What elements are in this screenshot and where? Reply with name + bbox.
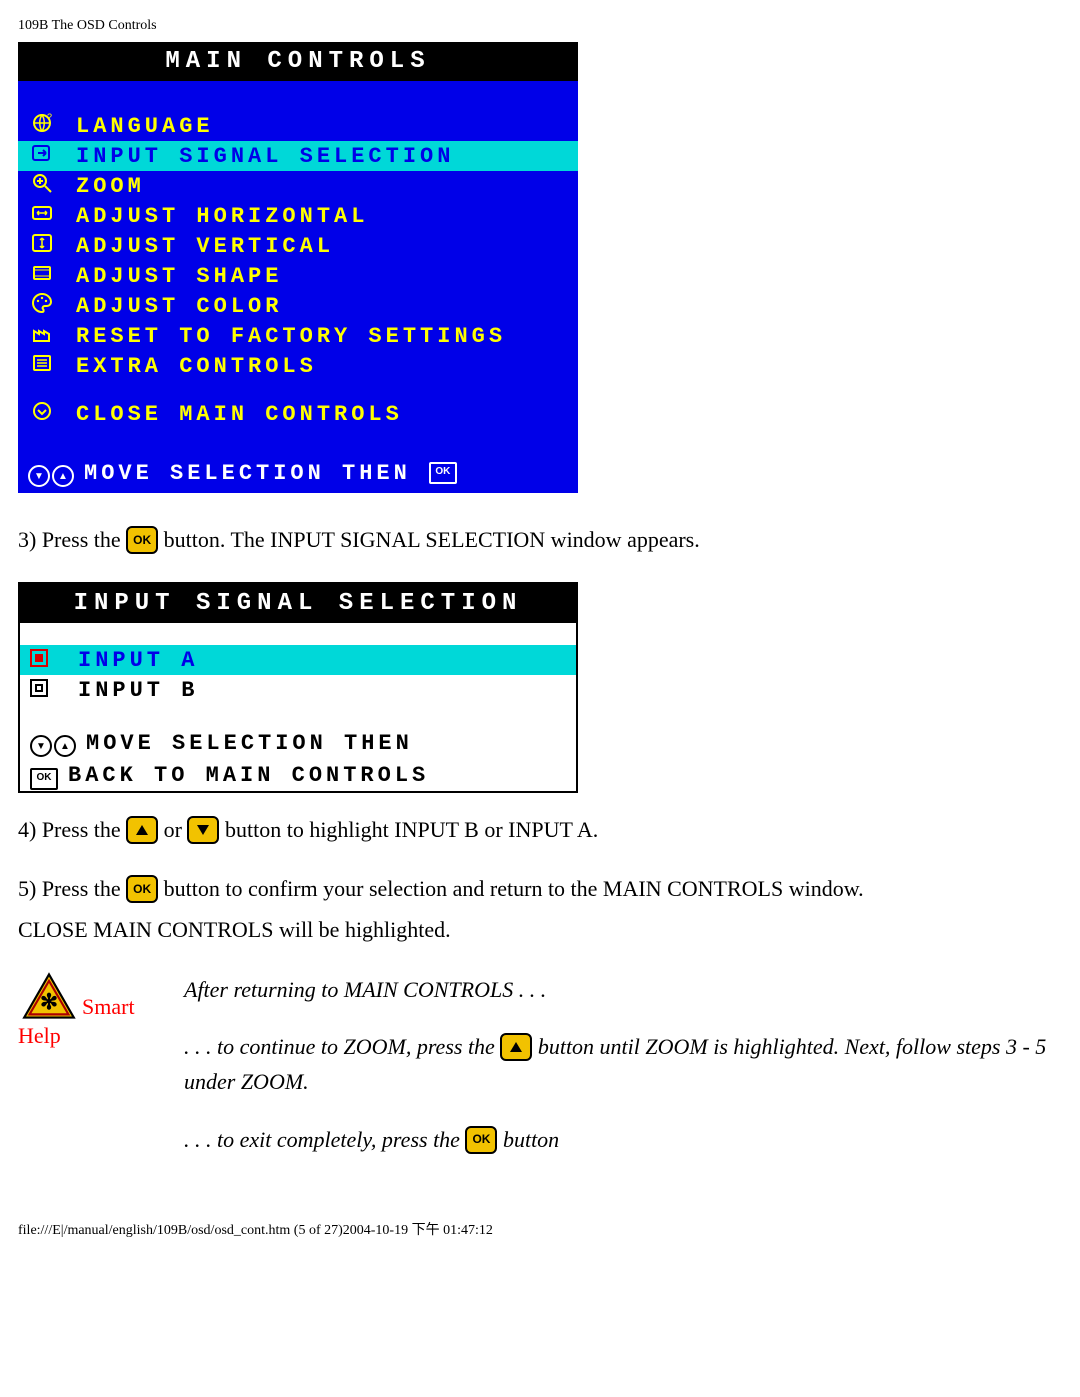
step4-mid: or [164, 817, 188, 842]
spacer [18, 381, 578, 399]
globe-icon: ? [28, 111, 76, 141]
up-down-arrows-icon: ▼▲ [28, 459, 74, 488]
input-a-item[interactable]: INPUT A [20, 645, 576, 675]
warning-triangle-icon: ✻ [22, 972, 76, 1020]
smart-help-left: ✻ Smart Help [18, 972, 184, 1051]
menu-item-reset-factory[interactable]: RESET TO FACTORY SETTINGS [18, 321, 578, 351]
smart-help-para3-prefix: . . . to exit completely, press the [184, 1127, 465, 1152]
menu-label: INPUT SIGNAL SELECTION [76, 144, 454, 169]
ok-button-icon: OK [126, 875, 158, 903]
step5-line1-prefix: 5) Press the [18, 876, 126, 901]
step-5: 5) Press the OK button to confirm your s… [18, 872, 1062, 946]
up-button-icon [500, 1033, 532, 1061]
menu-item-adjust-horizontal[interactable]: ADJUST HORIZONTAL [18, 201, 578, 231]
menu-item-zoom[interactable]: ZOOM [18, 171, 578, 201]
footer-label: MOVE SELECTION THEN [84, 461, 411, 486]
menu-label: ADJUST COLOR [76, 294, 282, 319]
smart-help-para3-suffix: button [503, 1127, 559, 1152]
page-header: 109B The OSD Controls [18, 18, 1062, 34]
smart-help-para2-prefix: . . . to continue to ZOOM, press the [184, 1034, 500, 1059]
menu-item-adjust-shape[interactable]: ADJUST SHAPE [18, 261, 578, 291]
svg-text:✻: ✻ [40, 990, 58, 1014]
menu-label: LANGUAGE [76, 114, 214, 139]
step3-suffix: button. The INPUT SIGNAL SELECTION windo… [164, 527, 700, 552]
smart-help-para1: After returning to MAIN CONTROLS . . . [184, 972, 1062, 1007]
spacer [18, 429, 578, 451]
menu-item-input-signal[interactable]: INPUT SIGNAL SELECTION [18, 141, 578, 171]
menu-label: RESET TO FACTORY SETTINGS [76, 324, 506, 349]
input-signal-panel: INPUT SIGNAL SELECTION INPUT A INPUT B ▼… [18, 582, 578, 793]
input-b-item[interactable]: INPUT B [20, 675, 576, 705]
menu-item-adjust-vertical[interactable]: ADJUST VERTICAL [18, 231, 578, 261]
smart-help-text: After returning to MAIN CONTROLS . . . .… [184, 972, 1062, 1179]
step4-suffix: button to highlight INPUT B or INPUT A. [225, 817, 598, 842]
vertical-icon [28, 231, 76, 261]
close-down-icon [28, 399, 76, 429]
footer-label: MOVE SELECTION THEN [86, 731, 413, 756]
input-signal-footer-1: ▼▲ MOVE SELECTION THEN [20, 727, 576, 759]
menu-label: ADJUST SHAPE [76, 264, 282, 289]
help-label: Help [18, 1022, 184, 1051]
step3-prefix: 3) Press the [18, 527, 126, 552]
ok-button-icon: OK [126, 526, 158, 554]
shape-icon [28, 261, 76, 291]
up-down-arrows-icon: ▼▲ [30, 729, 76, 758]
down-button-icon [187, 816, 219, 844]
step-4: 4) Press the or button to highlight INPU… [18, 813, 1062, 846]
menu-item-extra-controls[interactable]: EXTRA CONTROLS [18, 351, 578, 381]
input-signal-title: INPUT SIGNAL SELECTION [20, 584, 576, 623]
footer-label: BACK TO MAIN CONTROLS [68, 763, 429, 788]
menu-label: ZOOM [76, 174, 145, 199]
menu-label: ADJUST HORIZONTAL [76, 204, 368, 229]
step-3: 3) Press the OK button. The INPUT SIGNAL… [18, 523, 1062, 556]
spacer [20, 705, 576, 727]
main-controls-panel: MAIN CONTROLS ? LANGUAGE INPUT SIGNAL SE… [18, 42, 578, 493]
step4-prefix: 4) Press the [18, 817, 126, 842]
input-b-label: INPUT B [78, 678, 198, 703]
spacer [20, 623, 576, 645]
svg-text:?: ? [47, 112, 52, 122]
factory-icon [28, 321, 76, 351]
ok-icon: OK [429, 462, 457, 484]
main-controls-footer: ▼▲ MOVE SELECTION THEN OK [18, 451, 578, 493]
smart-label: Smart [82, 993, 135, 1022]
input-b-icon [30, 677, 78, 703]
menu-item-adjust-color[interactable]: ADJUST COLOR [18, 291, 578, 321]
up-button-icon [126, 816, 158, 844]
smart-help-block: ✻ Smart Help After returning to MAIN CON… [18, 972, 1062, 1179]
input-arrow-icon [28, 141, 76, 171]
input-a-label: INPUT A [78, 648, 198, 673]
input-a-icon [30, 647, 78, 673]
spacer [18, 81, 578, 111]
menu-label: EXTRA CONTROLS [76, 354, 317, 379]
list-icon [28, 351, 76, 381]
palette-icon [28, 291, 76, 321]
menu-label: CLOSE MAIN CONTROLS [76, 402, 403, 427]
step5-line1-suffix: button to confirm your selection and ret… [164, 876, 864, 901]
ok-button-icon: OK [465, 1126, 497, 1154]
step5-line2: CLOSE MAIN CONTROLS will be highlighted. [18, 913, 1062, 946]
ok-icon: OK [30, 760, 58, 790]
menu-item-language[interactable]: ? LANGUAGE [18, 111, 578, 141]
horizontal-icon [28, 201, 76, 231]
page-footer: file:///E|/manual/english/109B/osd/osd_c… [18, 1219, 1062, 1239]
menu-label: ADJUST VERTICAL [76, 234, 334, 259]
magnifier-icon [28, 171, 76, 201]
menu-item-close[interactable]: CLOSE MAIN CONTROLS [18, 399, 578, 429]
main-controls-title: MAIN CONTROLS [18, 42, 578, 81]
input-signal-footer-2: OK BACK TO MAIN CONTROLS [20, 759, 576, 791]
